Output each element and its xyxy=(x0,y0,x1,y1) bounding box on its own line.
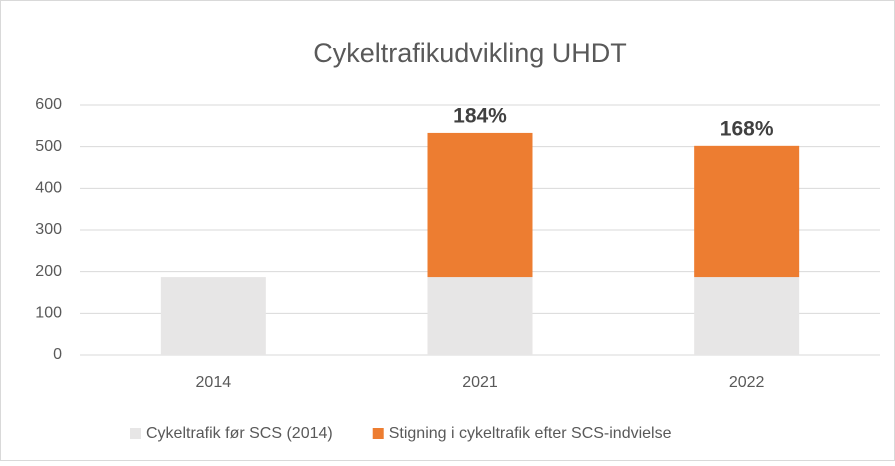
legend-swatch xyxy=(130,428,141,439)
x-tick-label: 2021 xyxy=(462,374,498,391)
bar-segment xyxy=(694,277,800,355)
legend-swatch xyxy=(372,428,384,439)
y-tick-label: 300 xyxy=(35,221,62,238)
y-tick-label: 0 xyxy=(53,346,62,363)
annotation: 168% xyxy=(720,117,774,140)
y-tick-label: 200 xyxy=(35,263,62,280)
y-tick-label: 500 xyxy=(35,138,62,155)
legend-label: Cykeltrafik før SCS (2014) xyxy=(146,425,333,442)
x-tick-label: 2014 xyxy=(196,374,232,391)
y-tick-label: 100 xyxy=(35,305,62,322)
x-tick-label: 2022 xyxy=(729,374,765,391)
y-tick-label: 600 xyxy=(35,96,62,113)
bar-segment xyxy=(694,145,800,278)
chart-title: Cykeltrafikudvikling UHDT xyxy=(313,38,627,68)
bar-segment xyxy=(160,277,266,355)
bar-segment xyxy=(427,132,533,278)
legend-label: Stigning i cykeltrafik efter SCS-indviel… xyxy=(389,425,672,442)
bar-segment xyxy=(427,277,533,355)
annotation: 184% xyxy=(453,104,507,127)
y-tick-label: 400 xyxy=(35,180,62,197)
